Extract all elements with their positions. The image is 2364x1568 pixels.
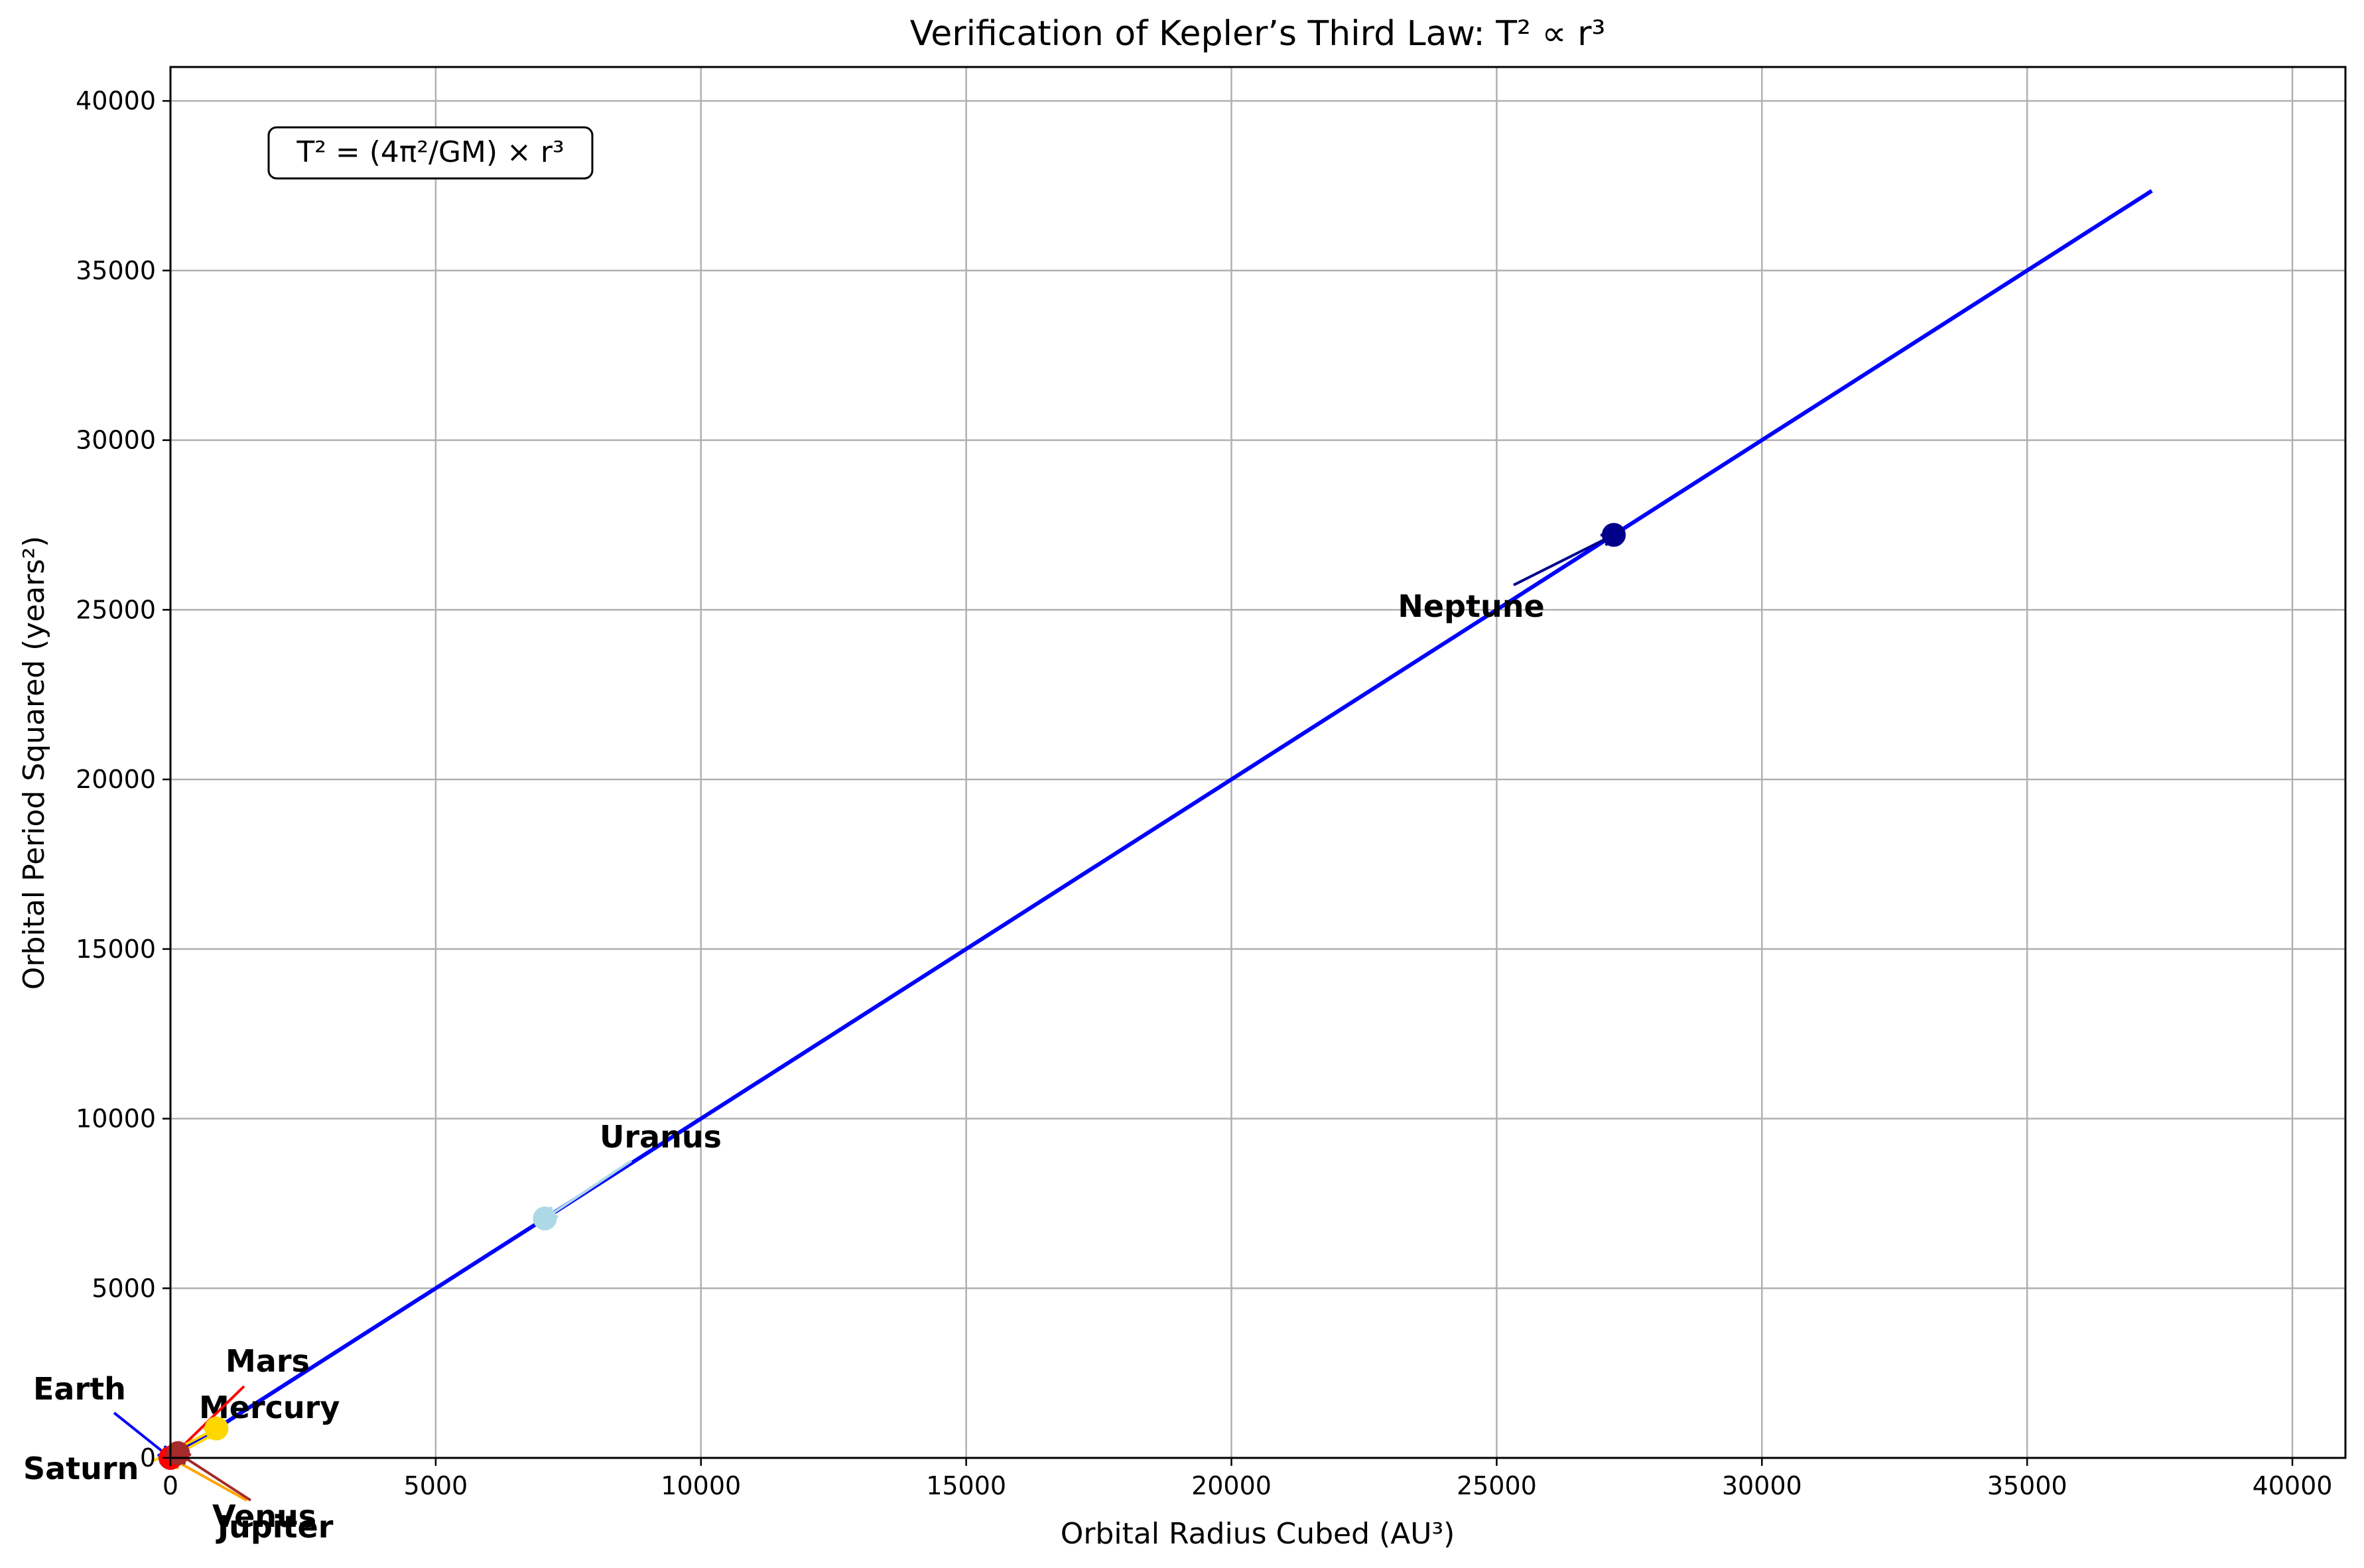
x-tick-label: 35000 [1987,1471,2068,1500]
x-tick-label: 30000 [1722,1471,1802,1500]
point-label: Mars [226,1343,310,1379]
point-label: Uranus [600,1119,722,1155]
y-tick-label: 30000 [76,426,156,455]
chart-title: Verification of Kepler’s Third Law: T² ∝… [910,14,1606,54]
data-point [533,1207,557,1231]
formula-box: T² = (4π²/GM) × r³ [267,126,594,180]
y-tick-label: 0 [140,1443,156,1472]
fit-line [169,189,2153,1460]
plot-area: MercuryVenusEarthMarsJupiterSaturnUranus… [23,66,2347,1545]
y-tick-label: 10000 [76,1104,156,1134]
grid [169,67,2345,1459]
x-tick-label: 10000 [661,1471,741,1500]
annotation-arrow [170,1457,247,1502]
annotation-arrow [1513,533,1614,586]
annotations: MercuryVenusEarthMarsJupiterSaturnUranus… [23,533,1617,1545]
x-tick-label: 25000 [1457,1471,1537,1500]
point-label: Saturn [23,1451,139,1486]
y-tick-label: 5000 [92,1274,156,1303]
point-label: Venus [212,1498,316,1534]
point-label: Earth [33,1371,126,1407]
y-tick-label: 25000 [76,595,156,624]
y-tick-label: 40000 [76,86,156,115]
x-tick-label: 5000 [404,1471,468,1500]
annotation-arrow [544,1159,633,1220]
y-axis-label: Orbital Period Squared (years²) [17,536,51,990]
y-tick-label: 35000 [76,256,156,285]
x-axis-ticks: 0 5000 10000 15000 20000 25000 30000 35000 40000 [163,1458,2333,1500]
y-tick-label: 15000 [76,935,156,964]
x-tick-label: 20000 [1191,1471,1272,1500]
point-label: Jupiter [216,1509,334,1545]
annotation-arrow [177,1452,252,1502]
formula-text: T² = (4π²/GM) × r³ [296,135,564,169]
plot-frame [169,66,2347,1459]
data-point [1601,523,1626,547]
x-tick-label: 0 [163,1471,178,1500]
x-axis-label: Orbital Radius Cubed (AU³) [1061,1517,1455,1551]
data-point [204,1416,229,1441]
y-tick-label: 20000 [76,765,156,794]
annotation-arrow [113,1411,172,1459]
x-tick-label: 40000 [2253,1471,2333,1500]
x-tick-label: 15000 [926,1471,1006,1500]
y-axis-ticks: 0 5000 10000 15000 20000 25000 30000 35000 40000 [76,86,170,1472]
point-label: Neptune [1398,588,1544,624]
